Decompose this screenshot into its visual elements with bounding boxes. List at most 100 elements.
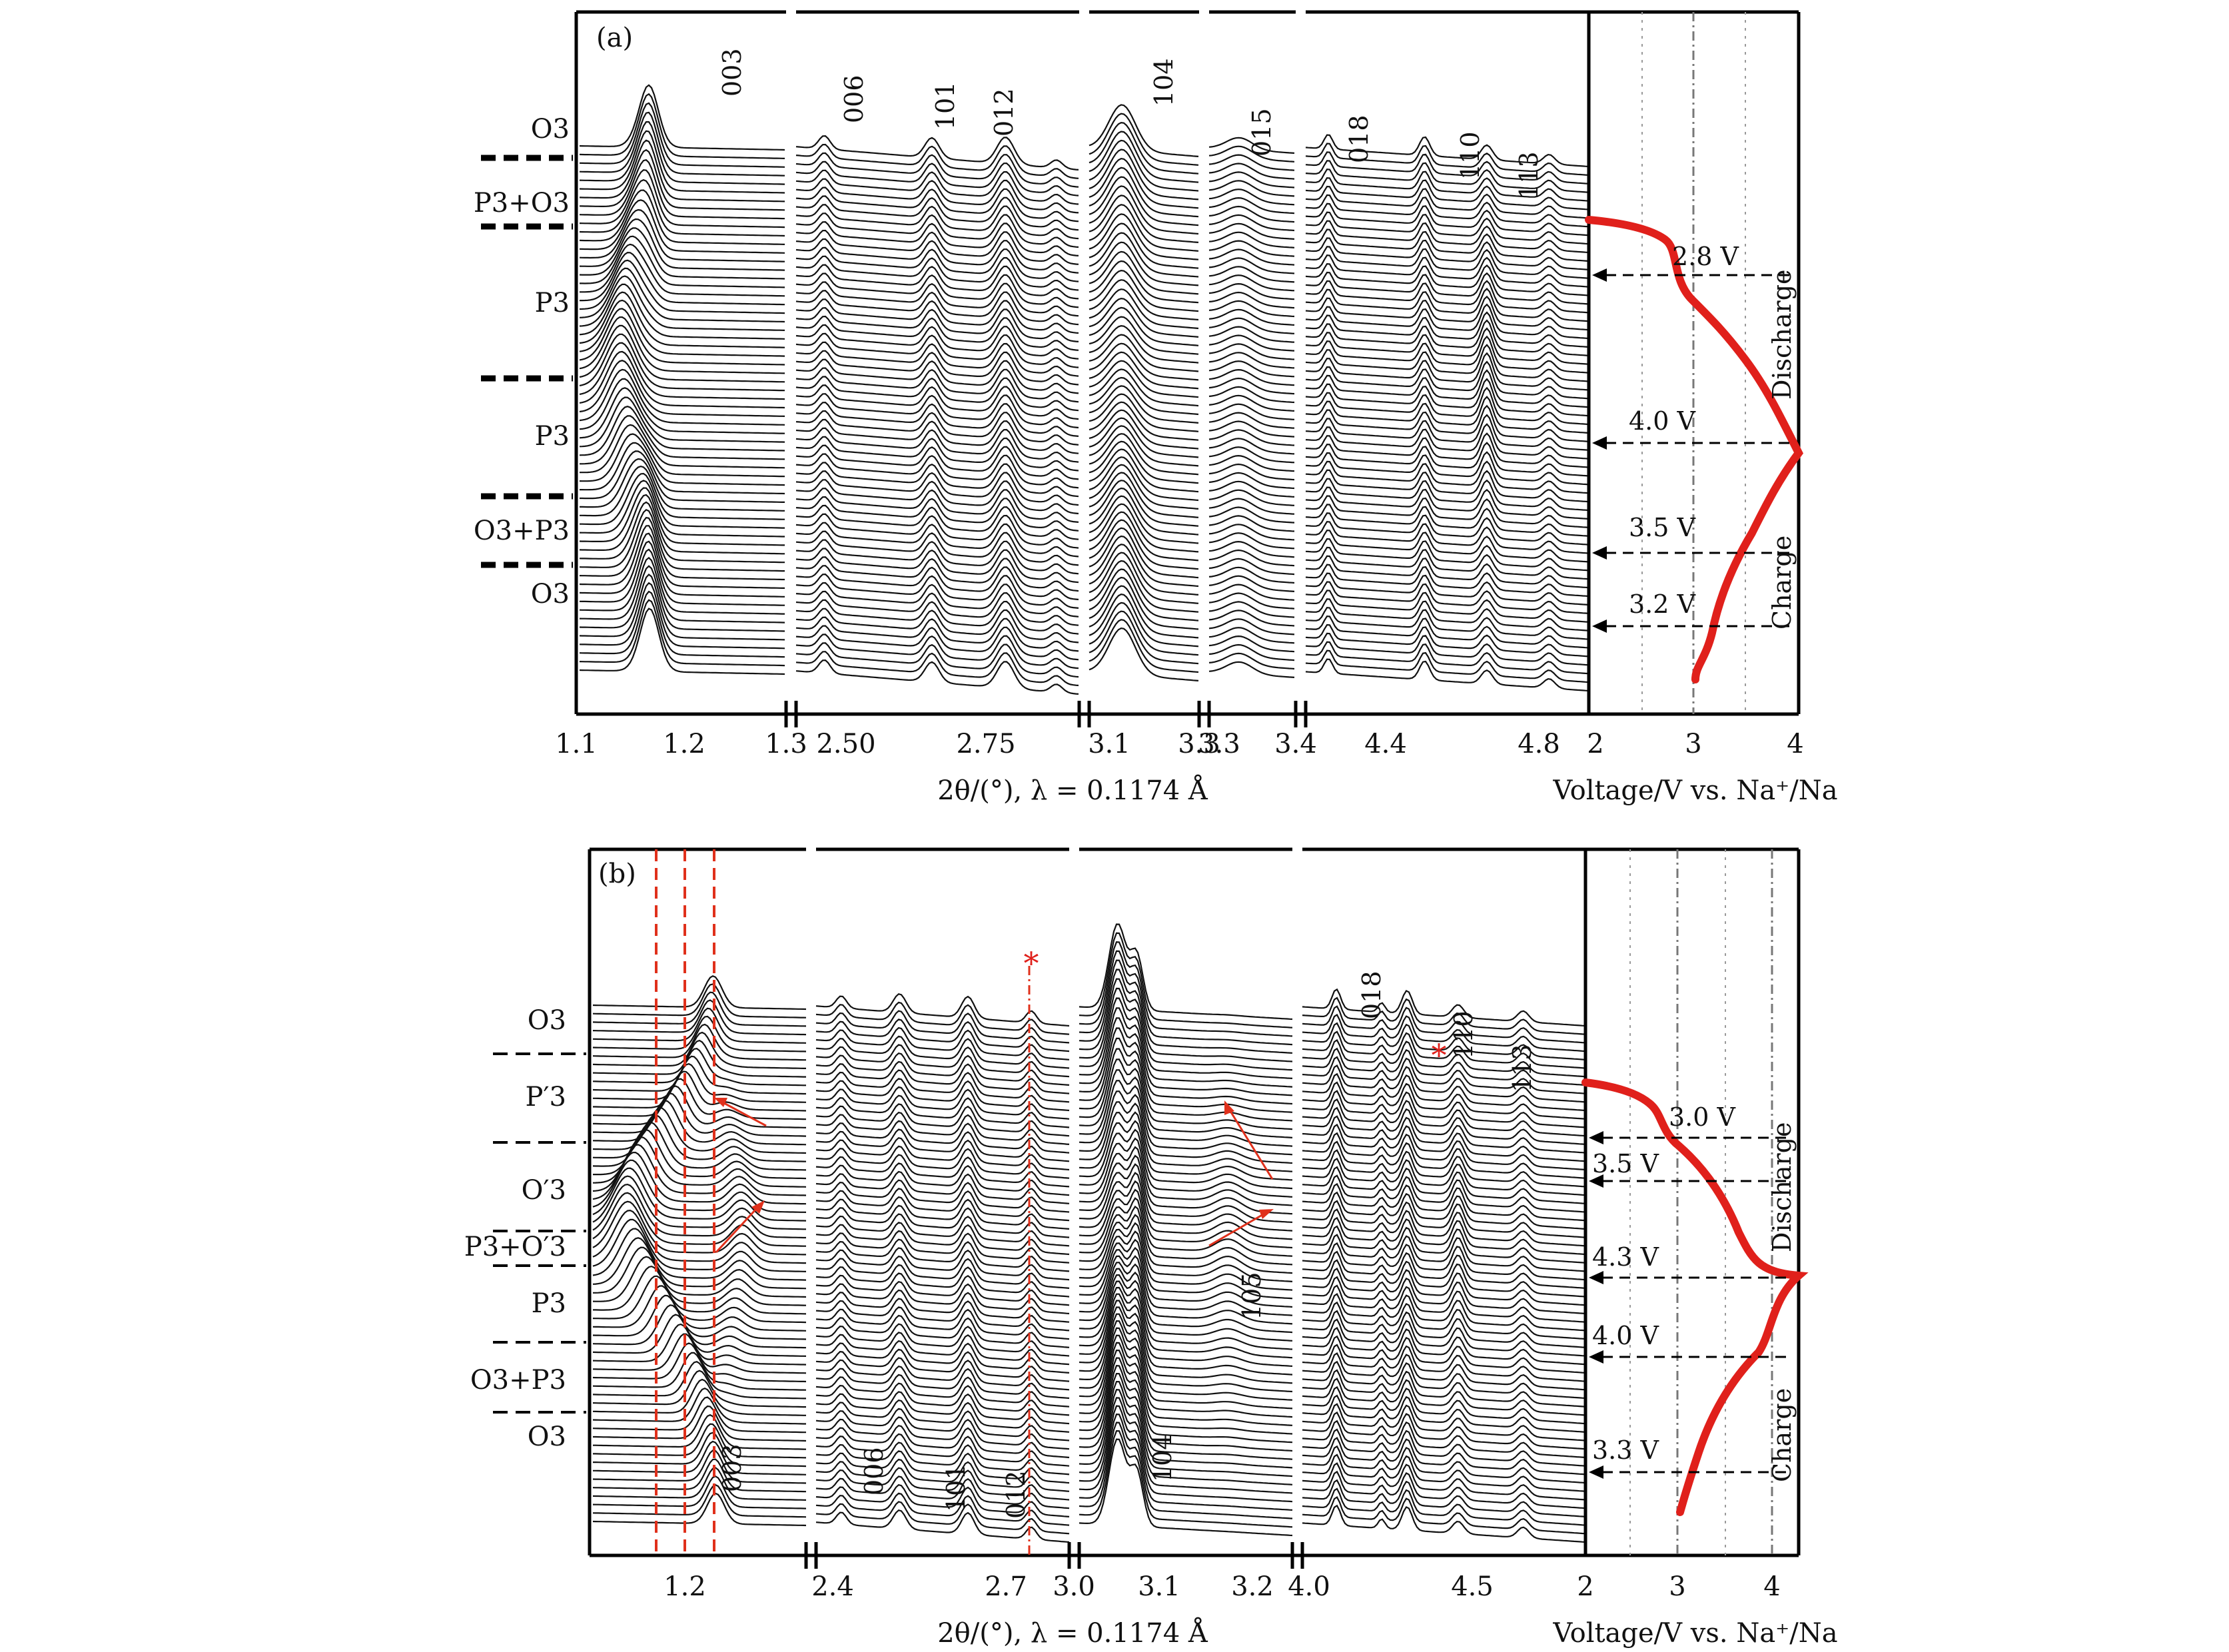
xrd-pattern-line: [1089, 527, 1199, 579]
phase-label: O3+P3: [474, 516, 570, 546]
xrd-pattern-line: [815, 1204, 1070, 1238]
panel-a-peak-labels: 003 006 101 012 104 015 018 110 113: [717, 48, 1544, 200]
xrd-pattern-line: [1079, 1058, 1293, 1138]
xrd-pattern-line: [795, 238, 1079, 274]
xrd-pattern-line: [1305, 486, 1589, 520]
tick-label: 3.2: [1231, 1571, 1274, 1602]
xrd-pattern-line: [592, 999, 807, 1036]
xrd-pattern-line: [1302, 1013, 1585, 1052]
xrd-pattern-line: [1079, 1286, 1293, 1367]
panel-b: 3.0 V 3.5 V 4.3 V 4.0 V 3.3 V Discharge …: [464, 847, 1838, 1649]
xrd-pattern-line: [1208, 248, 1295, 266]
xrd-pattern-line: [580, 424, 785, 478]
xrd-pattern-line: [795, 427, 1079, 463]
xrd-pattern-line: [1089, 472, 1199, 518]
xrd-pattern-line: [1208, 601, 1295, 618]
xrd-pattern-line: [1305, 177, 1589, 210]
arrow-icon: [1224, 1100, 1234, 1115]
xrd-pattern-line: [1302, 1276, 1585, 1314]
tick-label: 4.0: [1288, 1571, 1330, 1602]
phase-label: O3+P3: [470, 1365, 566, 1396]
xrd-pattern-line: [1089, 185, 1199, 235]
panel-b-voltage-axis-title: Voltage/V vs. Na⁺/Na: [1552, 1618, 1837, 1649]
xrd-pattern-line: [795, 324, 1079, 360]
xrd-pattern-line: [1302, 1123, 1585, 1162]
phase-label: O3: [531, 579, 570, 610]
xrd-pattern-line: [1305, 237, 1589, 270]
xrd-pattern-line: [580, 251, 785, 306]
xrd-pattern-line: [1302, 1470, 1585, 1509]
xrd-pattern-line: [592, 1107, 807, 1154]
xrd-pattern-line: [795, 582, 1079, 618]
xrd-pattern-line: [1305, 262, 1589, 296]
xrd-pattern-line: [1302, 1293, 1585, 1332]
xrd-pattern-line: [1208, 652, 1295, 670]
xrd-pattern-line: [1305, 521, 1589, 554]
xrd-pattern-line: [1305, 344, 1589, 382]
xrd-pattern-line: [1208, 154, 1295, 171]
peak-label: 012: [989, 88, 1019, 137]
xrd-pattern-line: [1089, 585, 1199, 639]
xrd-pattern-line: [1079, 1280, 1293, 1359]
xrd-pattern-line: [592, 1285, 807, 1332]
peak-label: 003: [717, 48, 747, 97]
xrd-pattern-line: [1302, 1250, 1585, 1289]
voltage-marker-label: 3.2 V: [1629, 590, 1696, 619]
xrd-pattern-line: [579, 121, 785, 185]
xrd-pattern-line: [1079, 1180, 1293, 1249]
xrd-pattern-line: [1089, 385, 1199, 424]
tick-label: 4.8: [1518, 729, 1560, 759]
xrd-pattern-line: [795, 625, 1079, 661]
xrd-pattern-line: [795, 187, 1079, 222]
xrd-pattern-line: [1079, 1205, 1293, 1274]
xrd-pattern-line: [1302, 1149, 1585, 1188]
xrd-pattern-line: [1208, 549, 1295, 567]
star-marker: *: [1024, 945, 1039, 981]
xrd-pattern-line: [1208, 308, 1295, 326]
xrd-pattern-line: [1305, 246, 1589, 279]
arrow-icon: [1592, 268, 1607, 282]
xrd-pattern-line: [1305, 649, 1589, 683]
xrd-pattern-line: [1302, 1182, 1585, 1222]
xrd-pattern-line: [1208, 377, 1295, 395]
xrd-pattern-line: [1089, 176, 1199, 226]
xrd-pattern-line: [1208, 480, 1295, 498]
charge-label: Charge: [1767, 536, 1797, 629]
xrd-pattern-line: [1305, 295, 1589, 331]
voltage-marker-label: 2.8 V: [1672, 242, 1739, 271]
xrd-pattern-line: [579, 324, 785, 383]
xrd-pattern-line: [579, 208, 785, 262]
xrd-pattern-line: [1302, 1420, 1585, 1458]
arrow-icon: [1589, 1465, 1603, 1479]
xrd-pattern-line: [1305, 185, 1589, 219]
xrd-pattern-line: [795, 135, 1079, 171]
xrd-pattern-line: [592, 1294, 807, 1340]
xrd-pattern-line: [579, 387, 785, 443]
xrd-pattern-line: [592, 1458, 807, 1493]
xrd-pattern-line: [815, 1391, 1070, 1425]
xrd-pattern-line: [1208, 317, 1295, 334]
xrd-pattern-line: [1305, 442, 1589, 477]
xrd-pattern-line: [795, 264, 1079, 300]
xrd-pattern-line: [795, 332, 1079, 368]
tick-label: 4: [1763, 1571, 1780, 1602]
xrd-pattern-line: [815, 1222, 1070, 1256]
xrd-pattern-line: [795, 195, 1079, 231]
phase-label: P′3: [526, 1082, 566, 1112]
xrd-pattern-line: [1079, 923, 1293, 1021]
xrd-pattern-line: [1208, 627, 1295, 644]
xrd-pattern-line: [592, 1007, 807, 1044]
xrd-pattern-line: [1302, 1318, 1585, 1357]
xrd-pattern-line: [1079, 1037, 1293, 1122]
panel-b-axis-breaks: [804, 1542, 1304, 1569]
xrd-pattern-line: [1089, 503, 1199, 553]
shift-arrow: [715, 1208, 757, 1254]
xrd-pattern-line: [592, 1237, 807, 1290]
xrd-pattern-line: [1305, 555, 1589, 589]
xrd-pattern-line: [1079, 1128, 1293, 1198]
xrd-pattern-line: [815, 1145, 1070, 1179]
xrd-pattern-line: [593, 1414, 807, 1450]
xrd-pattern-line: [1208, 163, 1295, 180]
xrd-pattern-line: [815, 1188, 1070, 1222]
